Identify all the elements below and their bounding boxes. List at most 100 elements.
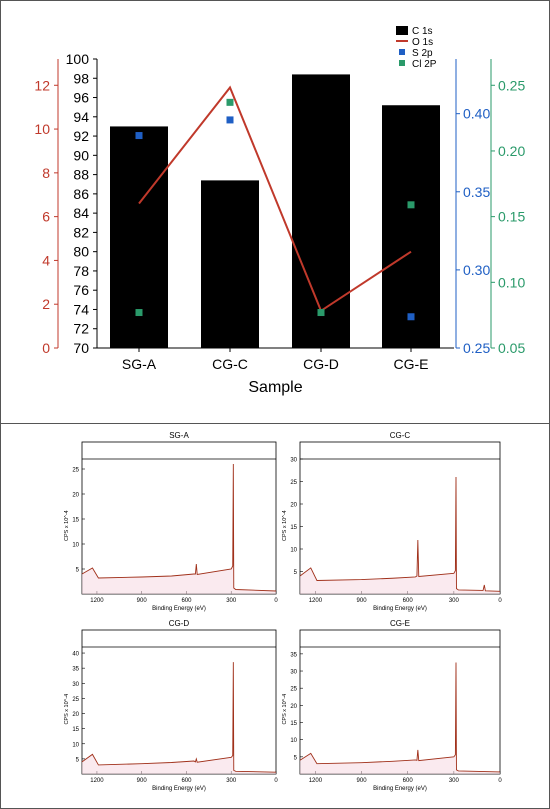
- spectrum-line: [299, 662, 501, 773]
- panel-y-tick-label: 15: [290, 721, 297, 727]
- panel-y-tick-label: 30: [72, 682, 79, 688]
- cl2p-point-SG-A: [135, 309, 143, 317]
- x-tick-label-CG-D: CG-D: [303, 356, 339, 372]
- legend-label-s2p: S 2p: [412, 48, 433, 59]
- legend-label-o1s: O 1s: [412, 37, 433, 48]
- panel-divider: [0, 423, 550, 424]
- panel-x-tick-label: 600: [403, 598, 414, 604]
- panel-title: CG-D: [169, 619, 190, 628]
- c1s-tick-label: 88: [73, 167, 89, 183]
- spectrum-line: [299, 476, 501, 592]
- panel-title: CG-E: [390, 619, 410, 628]
- panel-frame: [81, 441, 277, 595]
- o1s-tick-label: 12: [34, 77, 50, 93]
- c1s-tick-label: 98: [73, 70, 89, 86]
- o1s-tick-label: 8: [42, 165, 50, 181]
- legend-swatch-c1s: [396, 26, 408, 35]
- panel-y-tick-label: 10: [290, 548, 297, 554]
- c1s-tick-label: 96: [73, 90, 89, 106]
- o1s-tick-label: 2: [42, 296, 50, 312]
- x-tick-label-SG-A: SG-A: [122, 356, 157, 372]
- c1s-tick-label: 90: [73, 147, 89, 163]
- panel-y-tick-label: 10: [72, 742, 79, 748]
- cl2p-point-CG-D: [317, 309, 325, 317]
- spectrum-fill: [82, 464, 276, 594]
- spectrum-fill: [300, 662, 500, 774]
- cl2p-tick-label: 0.15: [498, 209, 525, 225]
- panel-x-tick-label: 1200: [90, 598, 104, 604]
- panel-x-axis-title: Binding Energy (eV): [152, 786, 206, 792]
- top-bar-chart: 70 72 74 76 78 80 82 84 86 88 90 92 94 96 98 100 0 2 4 6 8 10…: [34, 26, 525, 396]
- panel-x-axis-title: Binding Energy (eV): [373, 606, 427, 612]
- panel-y-axis-title: CPS x 10^-4: [282, 694, 288, 725]
- panel-x-tick-label: 600: [403, 778, 414, 784]
- panel-x-tick-label: 600: [181, 598, 192, 604]
- panel-y-tick-label: 20: [72, 712, 79, 718]
- panel-x-tick-label: 300: [449, 598, 460, 604]
- panel-x-tick-label: 0: [498, 778, 502, 784]
- cl2p-tick-label: 0.20: [498, 143, 525, 159]
- c1s-tick-label: 78: [73, 263, 89, 279]
- panel-x-tick-label: 900: [357, 778, 368, 784]
- panel-x-tick-label: 1200: [309, 778, 323, 784]
- spectrum-line: [81, 463, 277, 592]
- c1s-tick-label: 70: [73, 340, 89, 356]
- c1s-tick-label: 80: [73, 244, 89, 260]
- spectrum-fill: [82, 662, 276, 774]
- c1s-tick-label: 74: [73, 301, 89, 317]
- c1s-tick-label: 82: [73, 224, 89, 240]
- cl2p-tick-label: 0.05: [498, 340, 525, 356]
- panel-y-tick-label: 20: [72, 493, 79, 499]
- o1s-tick-label: 10: [34, 121, 50, 137]
- bar-c1s-CG-E: [382, 105, 440, 349]
- panel-y-tick-label: 10: [290, 738, 297, 744]
- c1s-tick-label: 86: [73, 186, 89, 202]
- cl2p-point-CG-E: [407, 201, 415, 209]
- spectrum-fill: [300, 477, 500, 594]
- panel-y-tick-label: 15: [72, 727, 79, 733]
- c1s-tick-label: 92: [73, 128, 89, 144]
- c1s-tick-label: 94: [73, 109, 89, 125]
- panel-x-tick-label: 1200: [309, 598, 323, 604]
- x-axis-title: Sample: [248, 379, 302, 396]
- bar-c1s-CG-C: [201, 180, 259, 348]
- s2p-point-CG-E: [407, 313, 415, 321]
- survey-panel-CG-C: CG-C 5 10 15 20 25 30 CPS x 10^-4 1200 900 600 300 0…: [282, 431, 502, 612]
- panel-y-axis-title: CPS x 10^-4: [282, 510, 288, 541]
- series-o1s-line: [138, 85, 412, 313]
- panel-x-tick-label: 900: [137, 598, 148, 604]
- cl2p-point-CG-C: [226, 98, 234, 106]
- s2p-point-SG-A: [135, 132, 143, 140]
- panel-x-tick-label: 0: [274, 778, 278, 784]
- panel-y-tick-label: 15: [72, 518, 79, 524]
- panel-y-tick-label: 10: [72, 543, 79, 549]
- panel-y-axis-title: CPS x 10^-4: [64, 510, 70, 541]
- c1s-tick-label: 72: [73, 321, 89, 337]
- panel-frame: [81, 629, 277, 775]
- panel-y-tick-label: 35: [72, 667, 79, 673]
- survey-panel-CG-E: CG-E 5 10 15 20 25 30 35 CPS x 10^-4 1200 900 600 30…: [282, 619, 502, 792]
- o1s-tick-label: 0: [42, 340, 50, 356]
- panel-x-tick-label: 300: [226, 598, 237, 604]
- panel-y-tick-label: 35: [290, 652, 297, 658]
- c1s-tick-label: 100: [66, 51, 90, 67]
- panel-frame: [299, 629, 501, 775]
- panel-y-tick-label: 25: [72, 468, 79, 474]
- spectrum-line: [81, 662, 277, 773]
- panel-x-tick-label: 600: [181, 778, 192, 784]
- panel-y-tick-label: 5: [76, 757, 80, 763]
- legend-swatch-s2p: [399, 49, 405, 55]
- panel-x-tick-label: 1200: [90, 778, 104, 784]
- panel-x-tick-label: 0: [498, 598, 502, 604]
- panel-y-tick-label: 40: [72, 652, 79, 658]
- panel-y-tick-label: 20: [290, 503, 297, 509]
- c1s-tick-label: 76: [73, 282, 89, 298]
- panel-title: CG-C: [390, 431, 411, 440]
- panel-frame: [299, 441, 501, 595]
- panel-y-tick-label: 15: [290, 525, 297, 531]
- x-tick-label-CG-E: CG-E: [394, 356, 429, 372]
- panel-y-tick-label: 30: [290, 458, 297, 464]
- panel-y-tick-label: 30: [290, 670, 297, 676]
- panel-y-tick-label: 5: [76, 568, 80, 574]
